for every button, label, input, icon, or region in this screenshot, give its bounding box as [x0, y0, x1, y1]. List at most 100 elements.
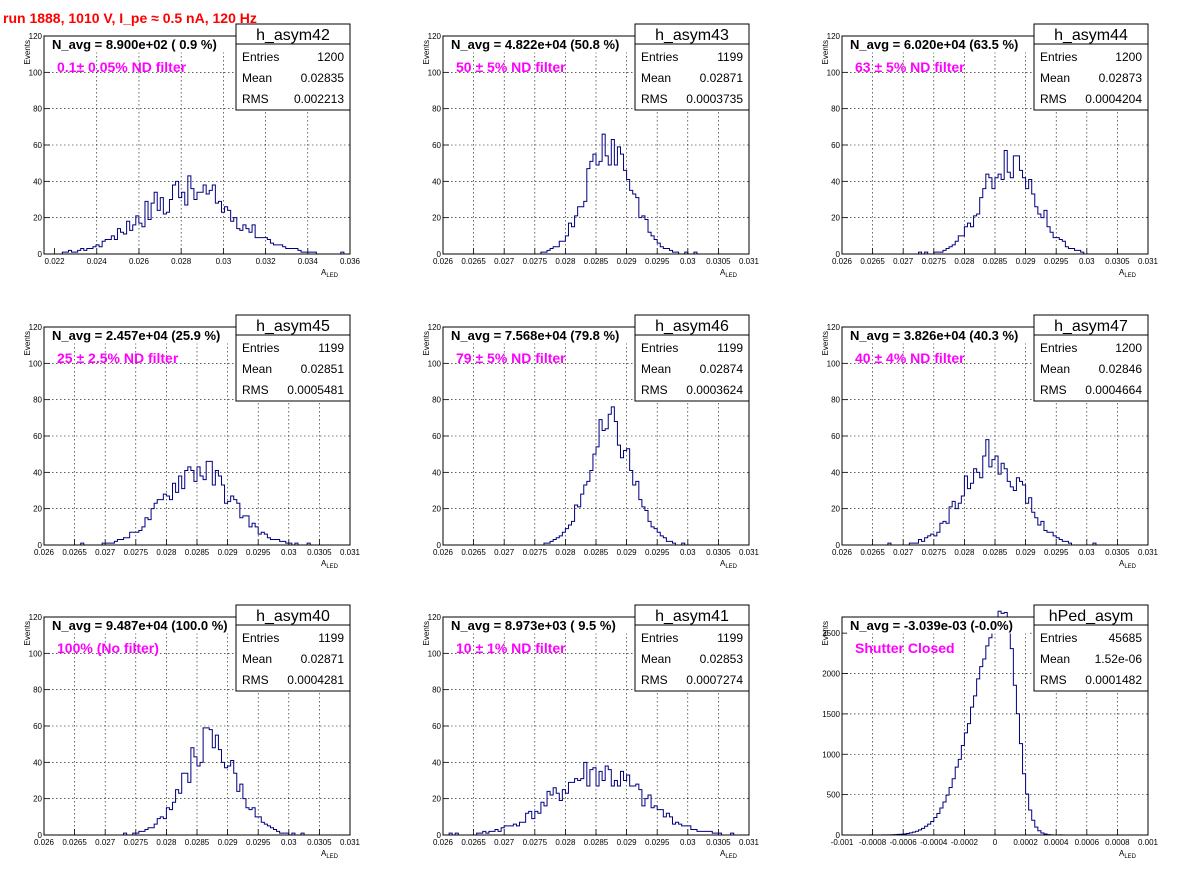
y-tick-label: 120 — [827, 32, 841, 41]
y-tick-label: 100 — [29, 649, 43, 658]
y-tick-label: 120 — [428, 613, 442, 622]
y-tick-label: 20 — [831, 214, 840, 223]
stats-label-rms: RMS — [641, 383, 668, 397]
x-tick-label: 0.027 — [95, 548, 116, 557]
x-tick-label: 0.034 — [298, 257, 319, 266]
x-tick-label: 0.0265 — [461, 257, 486, 266]
y-tick-label: 0 — [38, 831, 43, 840]
x-tick-label: 0.0002 — [1013, 838, 1038, 847]
y-tick-label: 100 — [827, 359, 841, 368]
histogram-panel-h_asym40: 0.026 0.0265 0.027 0.0275 0.028 0.0285 0.029 0.… — [23, 604, 361, 860]
y-tick-label: 0 — [836, 250, 841, 259]
y-tick-label: 120 — [428, 32, 442, 41]
histogram-panel-h_asym46: 0.026 0.0265 0.027 0.0275 0.028 0.0285 0.029 0.… — [422, 314, 760, 570]
x-tick-label: 0.026 — [832, 548, 853, 557]
x-axis-label: ALED — [1119, 559, 1137, 570]
x-tick-label: 0.0275 — [922, 257, 947, 266]
stats-label-entries: Entries — [242, 50, 279, 64]
y-axis-label: Events — [23, 331, 32, 355]
x-tick-label: 0.027 — [494, 257, 515, 266]
navg-label: N_avg = 7.568e+04 (79.8 %) — [451, 328, 619, 343]
navg-box — [847, 36, 1029, 53]
navg-label: N_avg = 4.822e+04 (50.8 %) — [451, 37, 619, 52]
y-tick-label: 100 — [827, 68, 841, 77]
navg-box — [448, 36, 630, 53]
x-tick-label: -0.0002 — [951, 838, 979, 847]
x-tick-label: 0.03 — [1079, 548, 1095, 557]
filter-annotation: 0.1± 0.05% ND filter — [57, 59, 187, 75]
stats-box — [1033, 314, 1149, 402]
y-axis-label: Events — [422, 621, 431, 645]
x-tick-label: 0.03 — [680, 838, 696, 847]
x-tick-label: 0.031 — [739, 548, 760, 557]
y-tick-label: 1000 — [822, 750, 840, 759]
stats-value-entries: 1199 — [318, 631, 344, 645]
stats-label-mean: Mean — [242, 652, 272, 666]
x-tick-label: 0.031 — [340, 548, 361, 557]
stats-label-entries: Entries — [641, 631, 678, 645]
stats-value-rms: 0.0004664 — [1085, 383, 1142, 397]
y-tick-label: 20 — [33, 505, 42, 514]
x-tick-label: 0.0305 — [307, 838, 332, 847]
stats-box — [1033, 23, 1149, 111]
x-tick-label: 0.029 — [218, 548, 239, 557]
stats-label-rms: RMS — [242, 383, 269, 397]
y-tick-label: 20 — [432, 505, 441, 514]
stats-label-entries: Entries — [641, 50, 678, 64]
y-tick-label: 100 — [428, 359, 442, 368]
y-tick-label: 80 — [432, 686, 441, 695]
y-tick-label: 100 — [428, 649, 442, 658]
x-tick-label: 0.0285 — [983, 257, 1008, 266]
x-tick-label: 0.0295 — [645, 548, 670, 557]
stats-label-rms: RMS — [641, 92, 668, 106]
y-axis-label: Events — [23, 40, 32, 64]
stats-value-mean: 0.02846 — [1099, 362, 1143, 376]
navg-box — [448, 327, 630, 344]
stats-title: h_asym44 — [1054, 27, 1128, 44]
x-tick-label: 0.029 — [1016, 548, 1037, 557]
x-tick-label: -0.0006 — [890, 838, 918, 847]
y-tick-label: 0 — [836, 541, 841, 550]
stats-value-rms: 0.0004204 — [1085, 92, 1142, 106]
stats-title: h_asym43 — [655, 27, 729, 44]
stats-value-rms: 0.0003624 — [686, 383, 743, 397]
y-tick-label: 0 — [437, 250, 442, 259]
stats-label-mean: Mean — [1040, 362, 1070, 376]
x-tick-label: 0.0295 — [645, 838, 670, 847]
x-tick-label: 0.0305 — [1105, 548, 1130, 557]
x-tick-label: 0.028 — [555, 257, 576, 266]
y-tick-label: 80 — [432, 105, 441, 114]
y-tick-label: 0 — [38, 250, 43, 259]
x-tick-label: 0.0008 — [1105, 838, 1130, 847]
y-tick-label: 0 — [437, 541, 442, 550]
stats-label-entries: Entries — [242, 631, 279, 645]
stats-box — [1033, 604, 1149, 692]
y-tick-label: 60 — [33, 432, 42, 441]
x-tick-label: 0.0265 — [860, 548, 885, 557]
x-tick-label: 0.0275 — [523, 548, 548, 557]
stats-label-mean: Mean — [1040, 652, 1070, 666]
stats-value-entries: 1199 — [318, 341, 344, 355]
x-tick-label: 0.026 — [433, 548, 454, 557]
x-tick-label: 0.031 — [739, 838, 760, 847]
stats-box — [235, 604, 351, 692]
navg-box — [847, 617, 1029, 634]
x-tick-label: 0.03 — [281, 838, 297, 847]
histogram-bars — [44, 175, 350, 255]
y-tick-label: 2000 — [822, 670, 840, 679]
x-tick-label: 0.029 — [617, 548, 638, 557]
stats-label-rms: RMS — [242, 92, 269, 106]
stats-title: h_asym40 — [256, 608, 330, 625]
x-tick-label: 0.028 — [555, 548, 576, 557]
y-tick-label: 100 — [29, 68, 43, 77]
y-tick-label: 20 — [432, 795, 441, 804]
filter-annotation: 63 ± 5% ND filter — [855, 59, 965, 75]
y-tick-label: 80 — [831, 396, 840, 405]
x-tick-label: 0.0275 — [124, 838, 149, 847]
x-tick-label: 0.0006 — [1075, 838, 1100, 847]
y-tick-label: 20 — [831, 505, 840, 514]
navg-label: N_avg = -3.039e-03 (-0.0%) — [850, 618, 1013, 633]
y-tick-label: 40 — [432, 758, 441, 767]
stats-label-entries: Entries — [1040, 50, 1077, 64]
y-tick-label: 80 — [33, 396, 42, 405]
